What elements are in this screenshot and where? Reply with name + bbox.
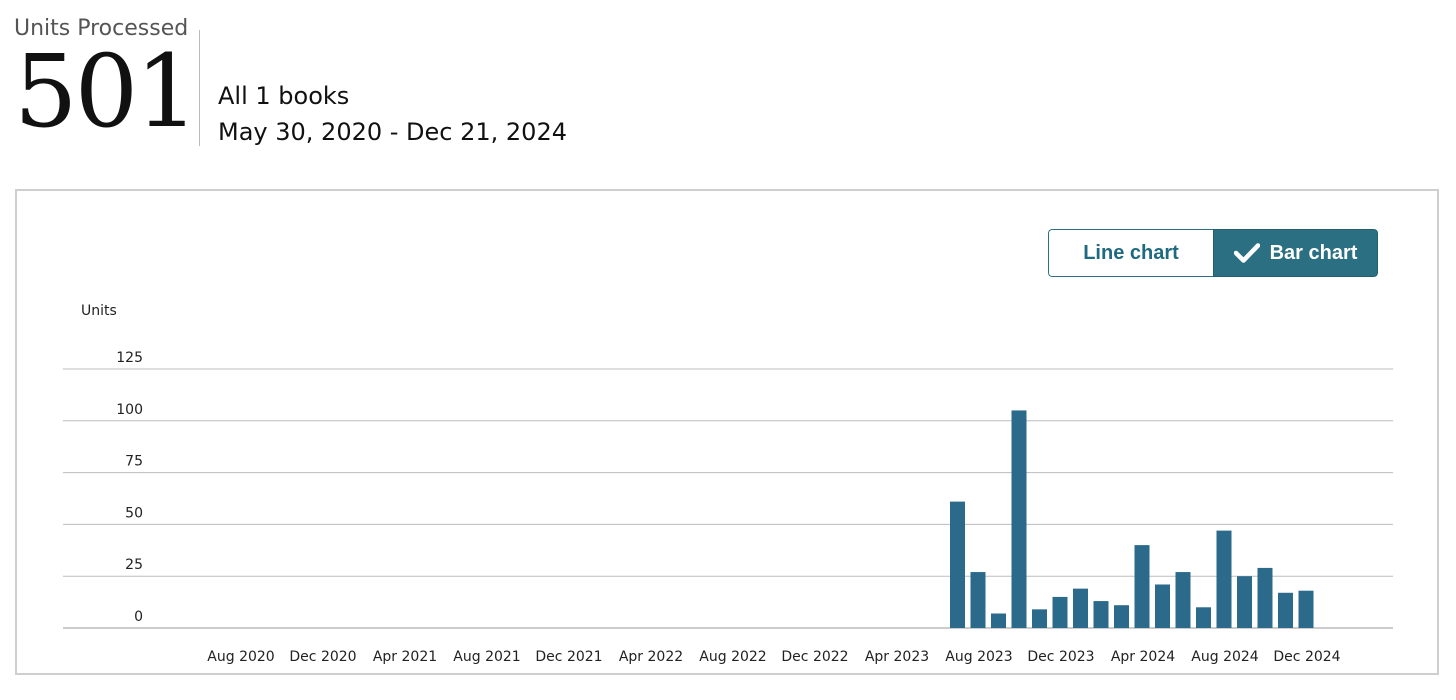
- units-processed-value: 501: [14, 33, 199, 150]
- y-tick-label: 0: [134, 609, 143, 625]
- bar[interactable]: [1032, 609, 1047, 628]
- y-tick-label: 75: [125, 454, 143, 470]
- bar[interactable]: [991, 613, 1006, 628]
- bar-chart-label: Bar chart: [1269, 241, 1358, 264]
- bar[interactable]: [1011, 410, 1027, 628]
- x-tick-label: Aug 2023: [945, 649, 1012, 665]
- books-scope: All 1 books: [218, 82, 350, 110]
- y-tick-label: 25: [125, 557, 143, 573]
- bar[interactable]: [1175, 572, 1191, 628]
- bar[interactable]: [1196, 607, 1211, 628]
- x-tick-label: Apr 2024: [1111, 649, 1175, 665]
- checkmark-icon: [1233, 243, 1260, 263]
- units-processed-label: Units Processed: [14, 16, 189, 41]
- x-tick-label: Apr 2023: [865, 649, 929, 665]
- x-tick-label: Aug 2020: [207, 649, 274, 665]
- chart-panel: [15, 189, 1439, 675]
- bar[interactable]: [1114, 605, 1129, 628]
- x-tick-labels: Aug 2020 Dec 2020 Apr 2021 Aug 2021 Dec 2021…: [207, 649, 1340, 665]
- bar[interactable]: [1093, 601, 1109, 628]
- x-tick-label: Apr 2022: [619, 649, 683, 665]
- line-chart-button[interactable]: Line chart: [1048, 229, 1213, 277]
- bar[interactable]: [1257, 567, 1273, 628]
- y-tick-label: 100: [116, 402, 143, 418]
- line-chart-label: Line chart: [1083, 241, 1179, 264]
- bar[interactable]: [1216, 530, 1232, 628]
- chart-type-toggle: Line chart Bar chart: [1048, 229, 1378, 277]
- bar[interactable]: [1237, 576, 1252, 628]
- x-tick-label: Dec 2021: [535, 649, 602, 665]
- x-tick-label: Aug 2022: [699, 649, 766, 665]
- bar[interactable]: [1155, 584, 1170, 628]
- x-tick-label: Dec 2020: [289, 649, 356, 665]
- bar[interactable]: [1052, 596, 1068, 628]
- bar[interactable]: [1134, 545, 1150, 628]
- x-tick-label: Dec 2022: [781, 649, 848, 665]
- bar[interactable]: [950, 501, 965, 628]
- y-tick-labels: 0 25 50 75 100 125: [116, 350, 143, 625]
- bar[interactable]: [1278, 592, 1293, 628]
- gridlines: [63, 368, 1393, 629]
- x-tick-label: Dec 2024: [1273, 649, 1340, 665]
- bars: [950, 410, 1314, 628]
- bar[interactable]: [970, 572, 986, 628]
- y-axis-label: Units: [81, 303, 117, 319]
- y-tick-label: 125: [116, 350, 143, 366]
- bar[interactable]: [1073, 588, 1088, 628]
- x-tick-label: Apr 2021: [373, 649, 437, 665]
- x-tick-label: Aug 2021: [453, 649, 520, 665]
- date-range: May 30, 2020 - Dec 21, 2024: [218, 118, 567, 146]
- bar-chart-button[interactable]: Bar chart: [1213, 229, 1378, 277]
- x-tick-label: Aug 2024: [1191, 649, 1259, 665]
- summary-divider: [199, 30, 200, 146]
- x-tick-label: Dec 2023: [1027, 649, 1094, 665]
- y-tick-label: 50: [125, 505, 143, 521]
- bar[interactable]: [1298, 590, 1314, 628]
